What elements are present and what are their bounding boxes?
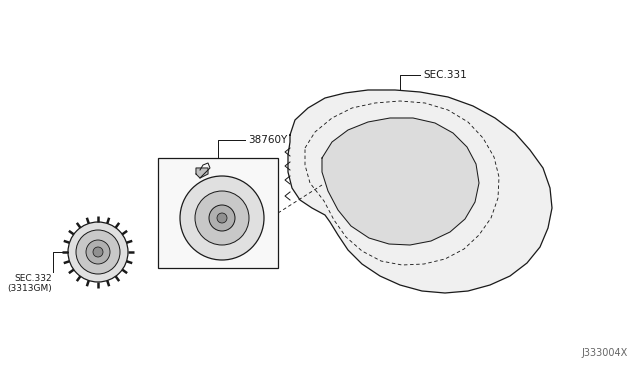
Circle shape (217, 213, 227, 223)
Circle shape (93, 247, 103, 257)
Circle shape (86, 240, 110, 264)
Circle shape (180, 176, 264, 260)
Text: J333004X: J333004X (582, 348, 628, 358)
Circle shape (68, 222, 128, 282)
Circle shape (195, 191, 249, 245)
Text: 38760Y: 38760Y (248, 135, 287, 145)
Circle shape (209, 205, 235, 231)
Polygon shape (288, 90, 552, 293)
Circle shape (76, 230, 120, 274)
Text: SEC.332
(3313GM): SEC.332 (3313GM) (7, 274, 52, 294)
Polygon shape (196, 168, 208, 178)
Polygon shape (322, 118, 479, 245)
Bar (158, 158, 278, 268)
Text: SEC.331: SEC.331 (423, 70, 467, 80)
